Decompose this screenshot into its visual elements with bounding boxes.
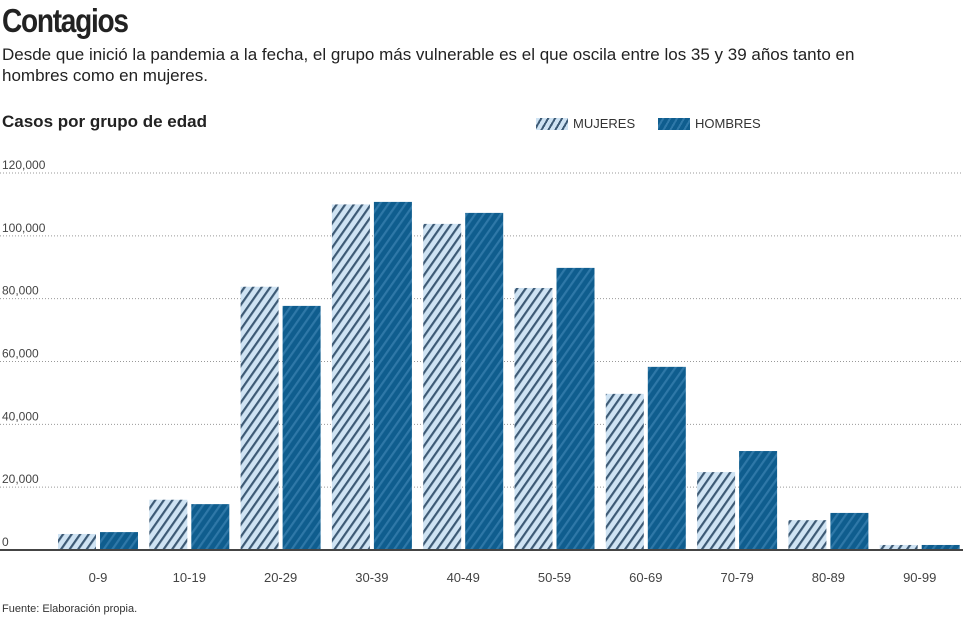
bar-hombres-80-89 <box>830 512 869 550</box>
x-tick-label: 90-99 <box>903 570 936 585</box>
bar-mujeres-60-69 <box>605 393 644 550</box>
bar-hombres-50-59 <box>556 267 595 550</box>
bar-mujeres-80-89 <box>788 520 827 550</box>
bar-mujeres-70-79 <box>697 472 736 550</box>
bar-mujeres-30-39 <box>331 204 370 550</box>
bar-hombres-60-69 <box>647 366 686 550</box>
bar-hombres-10-19 <box>191 504 230 550</box>
legend-label-hombres: HOMBRES <box>695 116 761 131</box>
legend-swatch-hombres <box>658 117 690 130</box>
bar-mujeres-40-49 <box>423 223 462 550</box>
y-tick-label: 20,000 <box>2 472 39 486</box>
x-tick-label: 80-89 <box>812 570 845 585</box>
bar-hombres-0-9 <box>100 532 138 550</box>
legend-swatch-mujeres <box>536 117 568 130</box>
x-tick-label: 40-49 <box>447 570 480 585</box>
x-tick-label: 30-39 <box>355 570 388 585</box>
bar-hombres-40-49 <box>465 212 504 550</box>
y-tick-label: 0 <box>2 535 9 549</box>
x-tick-label: 0-9 <box>89 570 108 585</box>
bar-mujeres-0-9 <box>58 533 96 550</box>
x-tick-label: 70-79 <box>720 570 753 585</box>
legend-label-mujeres: MUJERES <box>573 116 636 131</box>
bar-hombres-90-99 <box>921 544 960 550</box>
subtitle: Desde que inició la pandemia a la fecha,… <box>2 45 855 85</box>
bar-mujeres-90-99 <box>879 544 918 550</box>
bar-mujeres-20-29 <box>240 286 279 550</box>
bar-hombres-20-29 <box>282 305 321 550</box>
source-note: Fuente: Elaboración propia. <box>2 603 138 615</box>
bar-mujeres-10-19 <box>149 499 188 550</box>
legend-hombres: HOMBRES <box>658 116 761 131</box>
y-tick-label: 80,000 <box>2 284 39 298</box>
x-tick-label: 60-69 <box>629 570 662 585</box>
y-tick-label: 100,000 <box>2 221 46 235</box>
bar-hombres-30-39 <box>373 201 412 551</box>
bar-mujeres-50-59 <box>514 287 553 550</box>
y-tick-label: 40,000 <box>2 409 39 423</box>
chart-title: Casos por grupo de edad <box>2 112 207 131</box>
y-tick-label: 60,000 <box>2 347 39 361</box>
legend-mujeres: MUJERES <box>536 116 635 131</box>
bar-hombres-70-79 <box>739 451 778 550</box>
x-tick-label: 10-19 <box>173 570 206 585</box>
y-tick-label: 120,000 <box>2 158 46 172</box>
x-tick-label: 50-59 <box>538 570 571 585</box>
x-tick-label: 20-29 <box>264 570 297 585</box>
page-title: Contagios <box>2 2 129 39</box>
